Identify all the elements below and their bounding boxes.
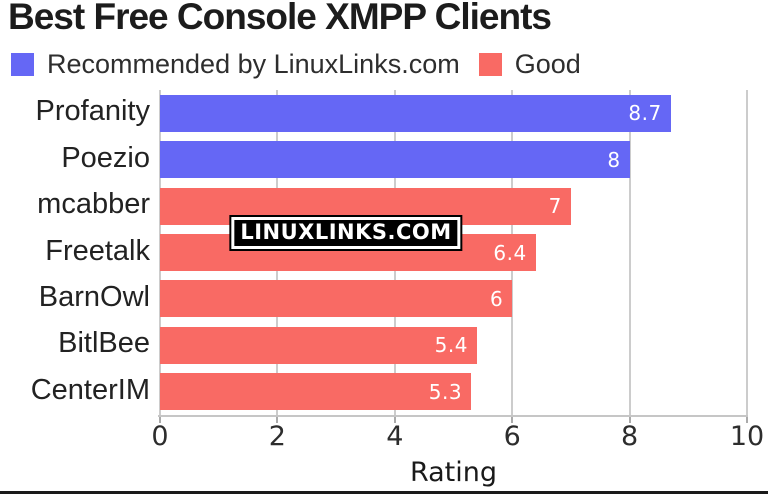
category-label-freetalk: Freetalk bbox=[45, 234, 150, 267]
chart-title: Best Free Console XMPP Clients bbox=[8, 0, 552, 37]
bar-value-label: 7 bbox=[548, 194, 562, 219]
category-label-mcabber: mcabber bbox=[37, 188, 150, 221]
category-label-poezio: Poezio bbox=[61, 141, 150, 174]
tickmark-x-8 bbox=[628, 417, 631, 423]
category-label-bitlbee: BitlBee bbox=[58, 327, 150, 360]
bar-profanity: 8.7 bbox=[160, 94, 671, 132]
x-axis-line bbox=[158, 415, 748, 417]
gridline-x-8 bbox=[628, 90, 631, 415]
bar-bitlbee: 5.4 bbox=[160, 326, 477, 364]
legend-label-recommended: Recommended by LinuxLinks.com bbox=[47, 49, 460, 79]
legend-swatch-recommended bbox=[11, 53, 34, 76]
category-label-profanity: Profanity bbox=[35, 95, 150, 128]
bar-poezio: 8 bbox=[160, 141, 630, 179]
x-axis-title: Rating bbox=[409, 457, 498, 488]
bar-value-label: 8.7 bbox=[628, 101, 662, 126]
tickmark-x-4 bbox=[393, 417, 396, 423]
bottom-rule bbox=[0, 491, 768, 494]
bar-value-label: 8 bbox=[607, 147, 621, 172]
tickmark-x-0 bbox=[159, 417, 161, 423]
bar-value-label: 6.4 bbox=[493, 240, 527, 265]
category-label-centerim: CenterIM bbox=[30, 373, 150, 406]
tickmark-x-6 bbox=[511, 417, 514, 423]
x-axis-ticks: 0 2 4 6 8 10 bbox=[151, 421, 764, 455]
legend-item-good: Good bbox=[478, 49, 581, 80]
legend-label-good: Good bbox=[514, 49, 581, 79]
tick-label-x-6: 6 bbox=[503, 421, 521, 452]
bar-value-label: 5.3 bbox=[428, 379, 463, 404]
category-axis: Profanity Poezio mcabber Freetalk BarnOwl Bit… bbox=[0, 90, 150, 415]
legend-item-recommended: Recommended by LinuxLinks.com bbox=[11, 49, 460, 80]
tickmark-x-10 bbox=[746, 417, 748, 423]
bar-value-label: 6 bbox=[489, 286, 504, 311]
legend: Recommended by LinuxLinks.com Good bbox=[11, 49, 600, 80]
gridline-x-10 bbox=[746, 90, 748, 415]
bar-value-label: 5.4 bbox=[434, 333, 468, 358]
bar-barnowl: 6 bbox=[160, 280, 513, 318]
watermark: LINUXLINKS.COM bbox=[231, 217, 461, 249]
category-label-barnowl: BarnOwl bbox=[38, 280, 150, 313]
bar-centerim: 5.3 bbox=[160, 373, 472, 411]
tick-label-x-10: 10 bbox=[729, 421, 765, 452]
tick-label-x-0: 0 bbox=[151, 421, 169, 452]
plot-area: 8.7 8 7 6.4 6 5.4 5.3 bbox=[158, 90, 748, 423]
tick-label-x-2: 2 bbox=[268, 421, 286, 452]
tick-label-x-8: 8 bbox=[621, 421, 639, 452]
legend-swatch-good bbox=[478, 53, 502, 76]
tick-label-x-4: 4 bbox=[386, 421, 404, 452]
tickmark-x-2 bbox=[276, 417, 279, 423]
